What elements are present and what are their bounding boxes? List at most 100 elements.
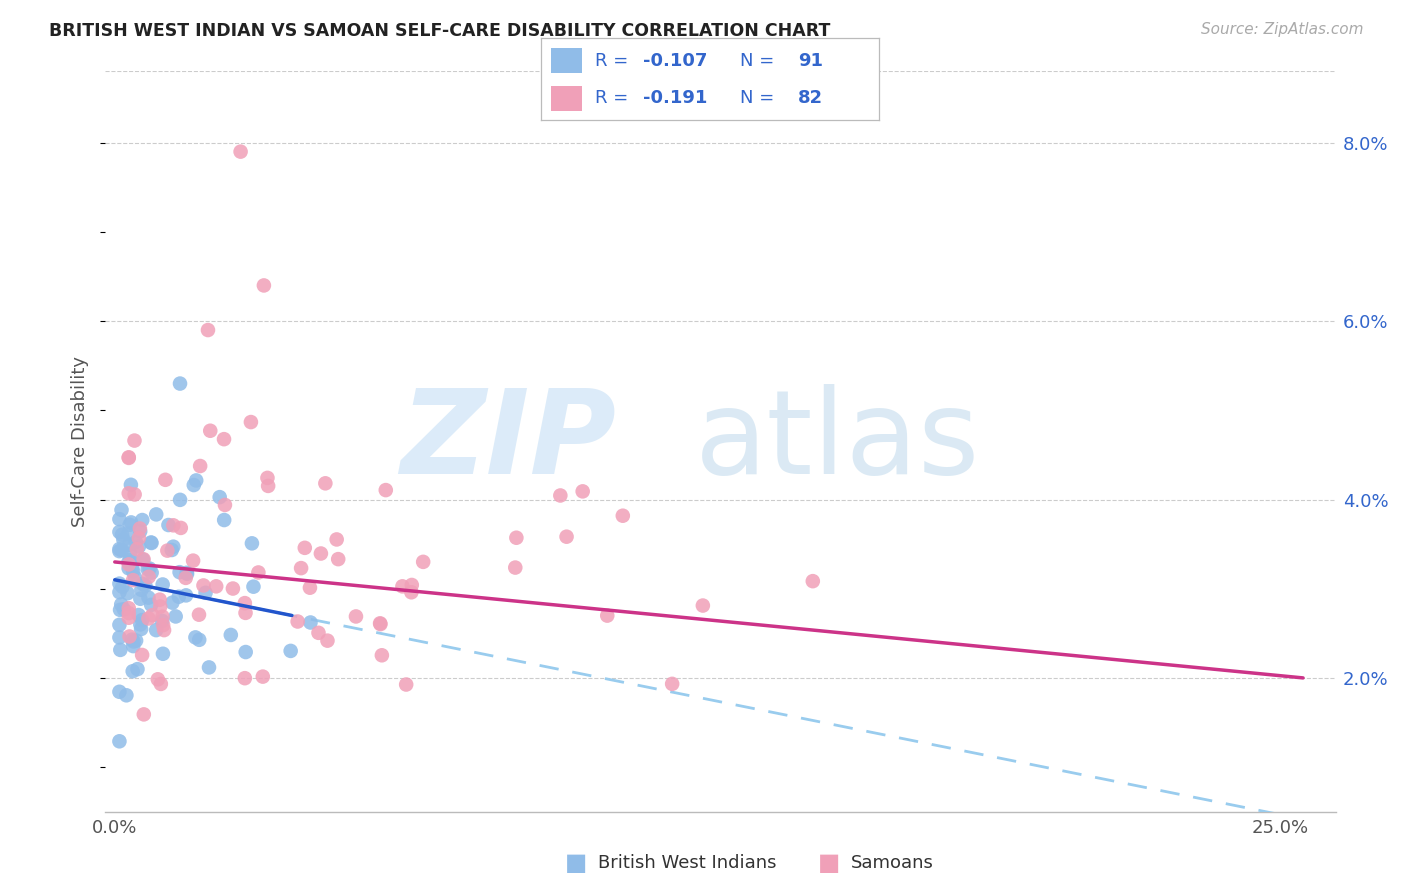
Point bbox=[395, 677, 418, 691]
Point bbox=[391, 579, 413, 593]
Text: ■: ■ bbox=[565, 852, 588, 875]
Point bbox=[131, 513, 153, 527]
Point bbox=[112, 602, 135, 616]
Point bbox=[152, 647, 174, 661]
Point bbox=[299, 615, 322, 630]
Point bbox=[145, 623, 167, 637]
Point bbox=[247, 566, 270, 580]
Text: BRITISH WEST INDIAN VS SAMOAN SELF-CARE DISABILITY CORRELATION CHART: BRITISH WEST INDIAN VS SAMOAN SELF-CARE … bbox=[49, 22, 831, 40]
Text: British West Indians: British West Indians bbox=[598, 855, 776, 872]
Point bbox=[183, 478, 205, 492]
Point bbox=[503, 560, 526, 574]
Point bbox=[150, 614, 173, 628]
Point bbox=[108, 512, 131, 526]
Point bbox=[108, 685, 131, 699]
Point bbox=[122, 573, 145, 587]
Point bbox=[309, 547, 332, 561]
Point bbox=[128, 540, 150, 554]
Point bbox=[111, 580, 134, 594]
Point bbox=[125, 535, 148, 549]
Point bbox=[115, 688, 138, 702]
Point bbox=[214, 498, 236, 512]
Point bbox=[121, 632, 143, 647]
Point bbox=[149, 599, 172, 614]
Point bbox=[233, 671, 256, 685]
Point bbox=[160, 543, 183, 558]
Point bbox=[165, 609, 187, 624]
Point bbox=[129, 524, 152, 539]
Point bbox=[128, 608, 150, 623]
Point bbox=[129, 622, 152, 636]
Point bbox=[176, 566, 198, 580]
Point bbox=[138, 561, 160, 575]
Point bbox=[136, 562, 159, 576]
Point bbox=[242, 580, 264, 594]
Text: -0.107: -0.107 bbox=[643, 52, 707, 70]
Point bbox=[141, 608, 163, 623]
Point bbox=[110, 598, 132, 612]
Point bbox=[197, 323, 219, 337]
Point bbox=[118, 561, 141, 575]
Text: ZIP: ZIP bbox=[399, 384, 616, 499]
Point bbox=[233, 596, 256, 610]
Point bbox=[120, 547, 142, 561]
Point bbox=[169, 376, 191, 391]
Point bbox=[127, 662, 149, 676]
Point bbox=[152, 618, 174, 632]
Point bbox=[162, 518, 184, 533]
Point bbox=[117, 555, 139, 569]
Point bbox=[118, 558, 141, 572]
Point bbox=[118, 526, 141, 541]
Point bbox=[122, 634, 145, 648]
Text: R =: R = bbox=[595, 89, 634, 107]
Point bbox=[328, 552, 350, 566]
Point bbox=[108, 631, 131, 645]
Point bbox=[174, 588, 197, 602]
Point bbox=[200, 424, 222, 438]
Point bbox=[801, 574, 824, 589]
Point bbox=[108, 617, 131, 632]
Point bbox=[257, 479, 280, 493]
Point bbox=[108, 734, 131, 748]
Point bbox=[571, 484, 593, 499]
Point bbox=[198, 660, 221, 674]
Point bbox=[118, 556, 141, 570]
Point bbox=[118, 601, 141, 615]
Point bbox=[110, 643, 132, 657]
Point bbox=[149, 677, 172, 691]
Point bbox=[401, 578, 423, 592]
Point bbox=[131, 582, 153, 597]
Point bbox=[118, 611, 141, 625]
Point bbox=[314, 476, 336, 491]
Text: ■: ■ bbox=[818, 852, 841, 875]
Point bbox=[129, 617, 152, 632]
Point bbox=[152, 609, 174, 624]
Point bbox=[193, 578, 215, 592]
Point bbox=[298, 581, 321, 595]
Point bbox=[212, 513, 235, 527]
Point bbox=[108, 585, 131, 599]
Point bbox=[169, 492, 191, 507]
Point bbox=[316, 633, 339, 648]
Point bbox=[170, 521, 193, 535]
Point bbox=[229, 145, 252, 159]
Text: atlas: atlas bbox=[695, 384, 980, 499]
Point bbox=[157, 518, 180, 533]
Point bbox=[118, 630, 141, 644]
Text: N =: N = bbox=[741, 52, 780, 70]
Point bbox=[167, 590, 190, 604]
Point bbox=[162, 540, 184, 554]
Point bbox=[117, 586, 139, 600]
Point bbox=[344, 609, 367, 624]
Point bbox=[156, 543, 179, 558]
Point bbox=[118, 486, 141, 500]
Point bbox=[188, 607, 211, 622]
Point bbox=[108, 544, 131, 558]
Point bbox=[280, 644, 302, 658]
Point bbox=[287, 615, 309, 629]
Point bbox=[325, 533, 347, 547]
Point bbox=[370, 617, 392, 632]
Point bbox=[108, 576, 131, 591]
Point bbox=[176, 566, 198, 581]
Point bbox=[692, 599, 714, 613]
